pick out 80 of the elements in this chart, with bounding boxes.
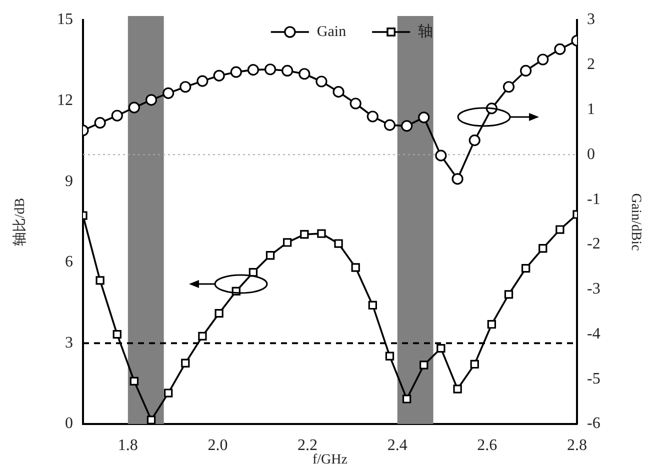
y-tick-label: 12 xyxy=(57,92,73,110)
point xyxy=(181,358,190,368)
y2-tick-label: 0 xyxy=(587,146,595,163)
point xyxy=(247,64,260,76)
point xyxy=(317,229,326,238)
legend-label: Gain xyxy=(316,24,347,40)
point xyxy=(537,54,549,66)
point xyxy=(420,360,428,370)
y2-tick-label: 2 xyxy=(587,56,595,74)
point xyxy=(418,112,430,124)
point xyxy=(111,110,123,122)
point xyxy=(264,64,276,76)
point xyxy=(164,388,173,398)
y-tick-label: 3 xyxy=(65,334,73,352)
point xyxy=(316,76,328,88)
point xyxy=(300,230,309,239)
y2-tick-label: -1 xyxy=(587,190,600,208)
point xyxy=(162,87,174,99)
y-axis-title: 轴比/dB xyxy=(12,198,28,246)
y-tick-label: 0 xyxy=(65,415,73,432)
point xyxy=(538,244,548,253)
point xyxy=(436,344,446,353)
x-tick-label: 2.2 xyxy=(298,436,318,454)
y2-tick-label: -3 xyxy=(587,280,600,298)
x-tick-label: 2.4 xyxy=(387,436,408,454)
point xyxy=(453,384,462,394)
point xyxy=(283,238,292,247)
legend-label: 轴 xyxy=(418,22,434,40)
point xyxy=(298,68,310,80)
point xyxy=(520,64,532,77)
point xyxy=(332,86,344,98)
x-tick-label: 2.0 xyxy=(208,436,228,454)
y2-tick-label: -2 xyxy=(587,236,600,253)
point xyxy=(502,81,515,93)
point xyxy=(334,239,343,248)
y2-tick-label: -6 xyxy=(587,415,600,432)
point xyxy=(266,251,275,260)
point xyxy=(198,332,207,341)
point xyxy=(196,75,208,87)
point xyxy=(521,264,530,273)
y2-tick-label: -4 xyxy=(587,325,600,342)
x-tick-label: 2.6 xyxy=(477,436,498,454)
point xyxy=(282,64,294,77)
point xyxy=(145,94,158,106)
point xyxy=(213,70,225,82)
point xyxy=(94,116,106,129)
y2-tick-label: -5 xyxy=(587,370,600,388)
point xyxy=(468,134,480,146)
point xyxy=(366,110,378,122)
y2-axis-title: Gain/dBic xyxy=(628,193,643,251)
y2-tick-label: 1 xyxy=(587,100,595,118)
x-tick-label: 1.8 xyxy=(118,436,138,454)
point xyxy=(112,330,122,339)
point xyxy=(504,290,514,299)
point xyxy=(402,394,412,404)
point xyxy=(351,263,360,272)
point xyxy=(180,81,192,93)
point xyxy=(130,376,139,386)
point xyxy=(400,120,413,132)
point xyxy=(470,360,479,369)
y-tick-label: 9 xyxy=(65,172,73,190)
point xyxy=(384,119,396,131)
x-tick-label: 2.8 xyxy=(567,436,587,454)
point xyxy=(554,43,566,55)
point xyxy=(368,300,377,310)
point xyxy=(385,352,394,360)
point xyxy=(96,276,104,285)
point xyxy=(214,308,224,318)
point xyxy=(146,416,156,424)
y-tick-label: 15 xyxy=(57,11,73,28)
x-axis-title: f/GHz xyxy=(312,452,348,468)
point xyxy=(435,150,447,162)
y2-tick-label: 3 xyxy=(587,11,595,28)
point xyxy=(350,98,362,110)
y-tick-label: 6 xyxy=(65,254,73,271)
point xyxy=(487,320,496,329)
point xyxy=(452,173,464,185)
point xyxy=(556,225,564,234)
point xyxy=(230,66,242,78)
point xyxy=(128,102,140,114)
